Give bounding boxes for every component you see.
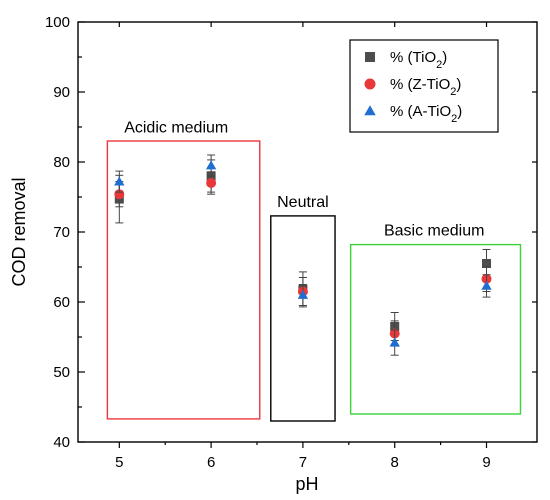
y-tick-label: 90 <box>53 84 70 101</box>
legend-label: % (A-TiO2) <box>390 103 462 125</box>
data-point-triangle <box>205 160 217 170</box>
data-point-circle <box>206 178 217 188</box>
x-tick-label: 6 <box>207 454 215 471</box>
data-point-triangle <box>114 176 125 186</box>
region-box <box>270 215 336 422</box>
y-axis-title: COD removal <box>9 177 29 286</box>
data-point-square <box>482 259 492 268</box>
y-tick-label: 60 <box>53 294 70 311</box>
x-tick-label: 5 <box>115 454 123 471</box>
data-point-triangle <box>389 337 400 347</box>
region-box <box>106 140 261 420</box>
points-layer <box>114 154 492 356</box>
region-label: Neutral <box>277 194 329 211</box>
legend-marker-square <box>365 52 375 62</box>
regions-layer: Acidic medium Neutral Basic medium <box>106 120 522 422</box>
legend-label: % (Z-TiO2) <box>390 76 461 98</box>
data-point-triangle <box>297 289 309 299</box>
y-tick-label: 40 <box>53 434 70 451</box>
legend: % (TiO2) % (Z-TiO2) % (A-TiO2) <box>349 39 499 133</box>
region-label: Acidic medium <box>124 120 228 137</box>
y-tick-label: 50 <box>53 364 70 381</box>
x-axis-title: pH <box>295 474 318 494</box>
x-tick-label: 8 <box>391 454 399 471</box>
legend-marker-triangle <box>364 105 376 116</box>
y-tick-label: 70 <box>53 224 70 241</box>
x-tick-label: 9 <box>482 454 490 471</box>
region-label: Basic medium <box>384 223 484 240</box>
y-tick-label: 80 <box>53 154 70 171</box>
legend-marker-circle <box>364 78 376 90</box>
y-tick-label: 100 <box>45 14 70 31</box>
x-tick-label: 7 <box>299 454 307 471</box>
data-point-triangle <box>481 280 492 290</box>
region-box <box>349 243 522 415</box>
axes-layer: 40 50 60 70 80 90 100 5 6 7 8 9 <box>45 14 538 471</box>
legend-label: % (TiO2) <box>390 49 447 71</box>
